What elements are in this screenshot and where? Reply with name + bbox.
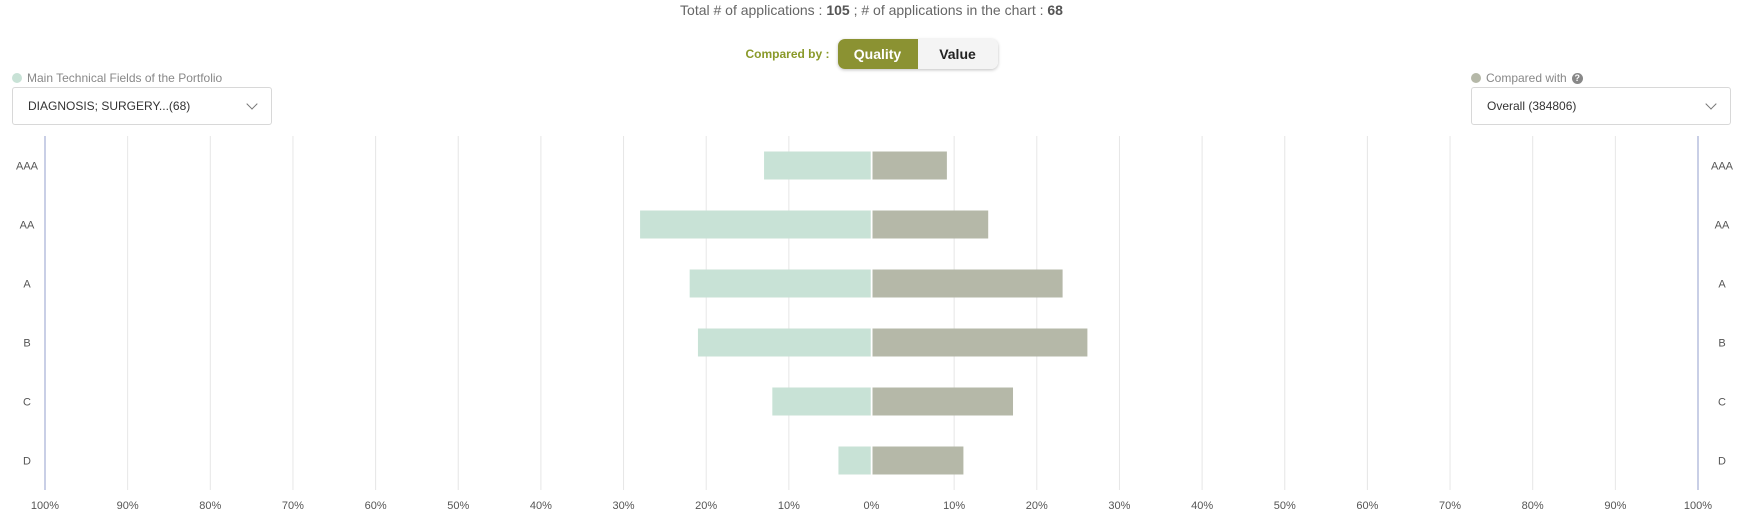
compared-by-label: Compared by :	[745, 47, 830, 61]
category-label-left: C	[23, 397, 31, 409]
bar-left-aa	[640, 210, 872, 239]
chart-applications-value: 68	[1047, 2, 1063, 18]
compared-with-select[interactable]: Overall (384806)	[1471, 87, 1731, 125]
x-tick-label: 90%	[1604, 500, 1626, 512]
category-label-right: A	[1718, 279, 1726, 291]
total-prefix: Total # of applications :	[680, 2, 827, 18]
right-legend: Compared with ?	[1471, 71, 1583, 85]
x-tick-label: 70%	[1439, 500, 1461, 512]
category-label-right: AA	[1715, 220, 1730, 232]
x-tick-label: 50%	[1274, 500, 1296, 512]
bar-right-b	[872, 328, 1088, 357]
compared-with-value: Overall (384806)	[1487, 99, 1577, 113]
category-label-left: B	[23, 338, 30, 350]
x-tick-label: 10%	[778, 500, 800, 512]
chart-prefix: ; # of applications in the chart :	[849, 2, 1048, 18]
x-tick-label: 80%	[1522, 500, 1544, 512]
bar-left-a	[689, 269, 872, 298]
category-label-right: D	[1718, 456, 1726, 468]
x-tick-label: 20%	[695, 500, 717, 512]
category-label-left: AAA	[16, 161, 39, 173]
left-legend-dot-icon	[12, 73, 22, 83]
x-tick-label: 40%	[1191, 500, 1213, 512]
bar-left-b	[697, 328, 872, 357]
value-toggle-button[interactable]: Value	[917, 39, 998, 69]
x-tick-label: 20%	[1026, 500, 1048, 512]
x-tick-label: 40%	[530, 500, 552, 512]
x-tick-label: 80%	[199, 500, 221, 512]
x-tick-label: 60%	[365, 500, 387, 512]
category-label-left: AA	[20, 220, 35, 232]
x-tick-label: 0%	[864, 500, 880, 512]
quality-toggle-button[interactable]: Quality	[837, 39, 918, 69]
technical-fields-select[interactable]: DIAGNOSIS; SURGERY...(68)	[12, 87, 272, 125]
bar-right-d	[872, 446, 964, 475]
right-legend-dot-icon	[1471, 73, 1481, 83]
x-tick-label: 30%	[613, 500, 635, 512]
x-tick-label: 10%	[943, 500, 965, 512]
technical-fields-value: DIAGNOSIS; SURGERY...(68)	[28, 99, 191, 113]
help-icon[interactable]: ?	[1571, 72, 1583, 84]
x-tick-label: 90%	[117, 500, 139, 512]
bar-right-aa	[872, 210, 989, 239]
bar-right-a	[872, 269, 1063, 298]
category-label-left: D	[23, 456, 31, 468]
x-tick-label: 30%	[1108, 500, 1130, 512]
right-legend-label: Compared with	[1486, 71, 1567, 85]
bar-left-d	[838, 446, 872, 475]
x-tick-label: 50%	[447, 500, 469, 512]
bar-left-c	[772, 387, 872, 416]
left-legend: Main Technical Fields of the Portfolio	[12, 71, 222, 85]
compared-by-toggle: Quality Value	[837, 39, 998, 69]
compared-by-control: Compared by : Quality Value	[0, 39, 1743, 69]
left-legend-label: Main Technical Fields of the Portfolio	[27, 71, 223, 85]
bar-left-aaa	[764, 151, 872, 180]
x-tick-label: 70%	[282, 500, 304, 512]
category-label-right: B	[1718, 338, 1725, 350]
x-tick-label: 100%	[1684, 500, 1712, 512]
applications-summary: Total # of applications : 105 ; # of app…	[0, 0, 1743, 20]
category-label-right: AAA	[1711, 161, 1734, 173]
x-tick-label: 60%	[1356, 500, 1378, 512]
bar-right-c	[872, 387, 1014, 416]
bar-right-aaa	[872, 151, 947, 180]
category-label-left: A	[23, 279, 31, 291]
x-tick-label: 100%	[31, 500, 59, 512]
total-applications-value: 105	[826, 2, 850, 18]
category-label-right: C	[1718, 397, 1726, 409]
